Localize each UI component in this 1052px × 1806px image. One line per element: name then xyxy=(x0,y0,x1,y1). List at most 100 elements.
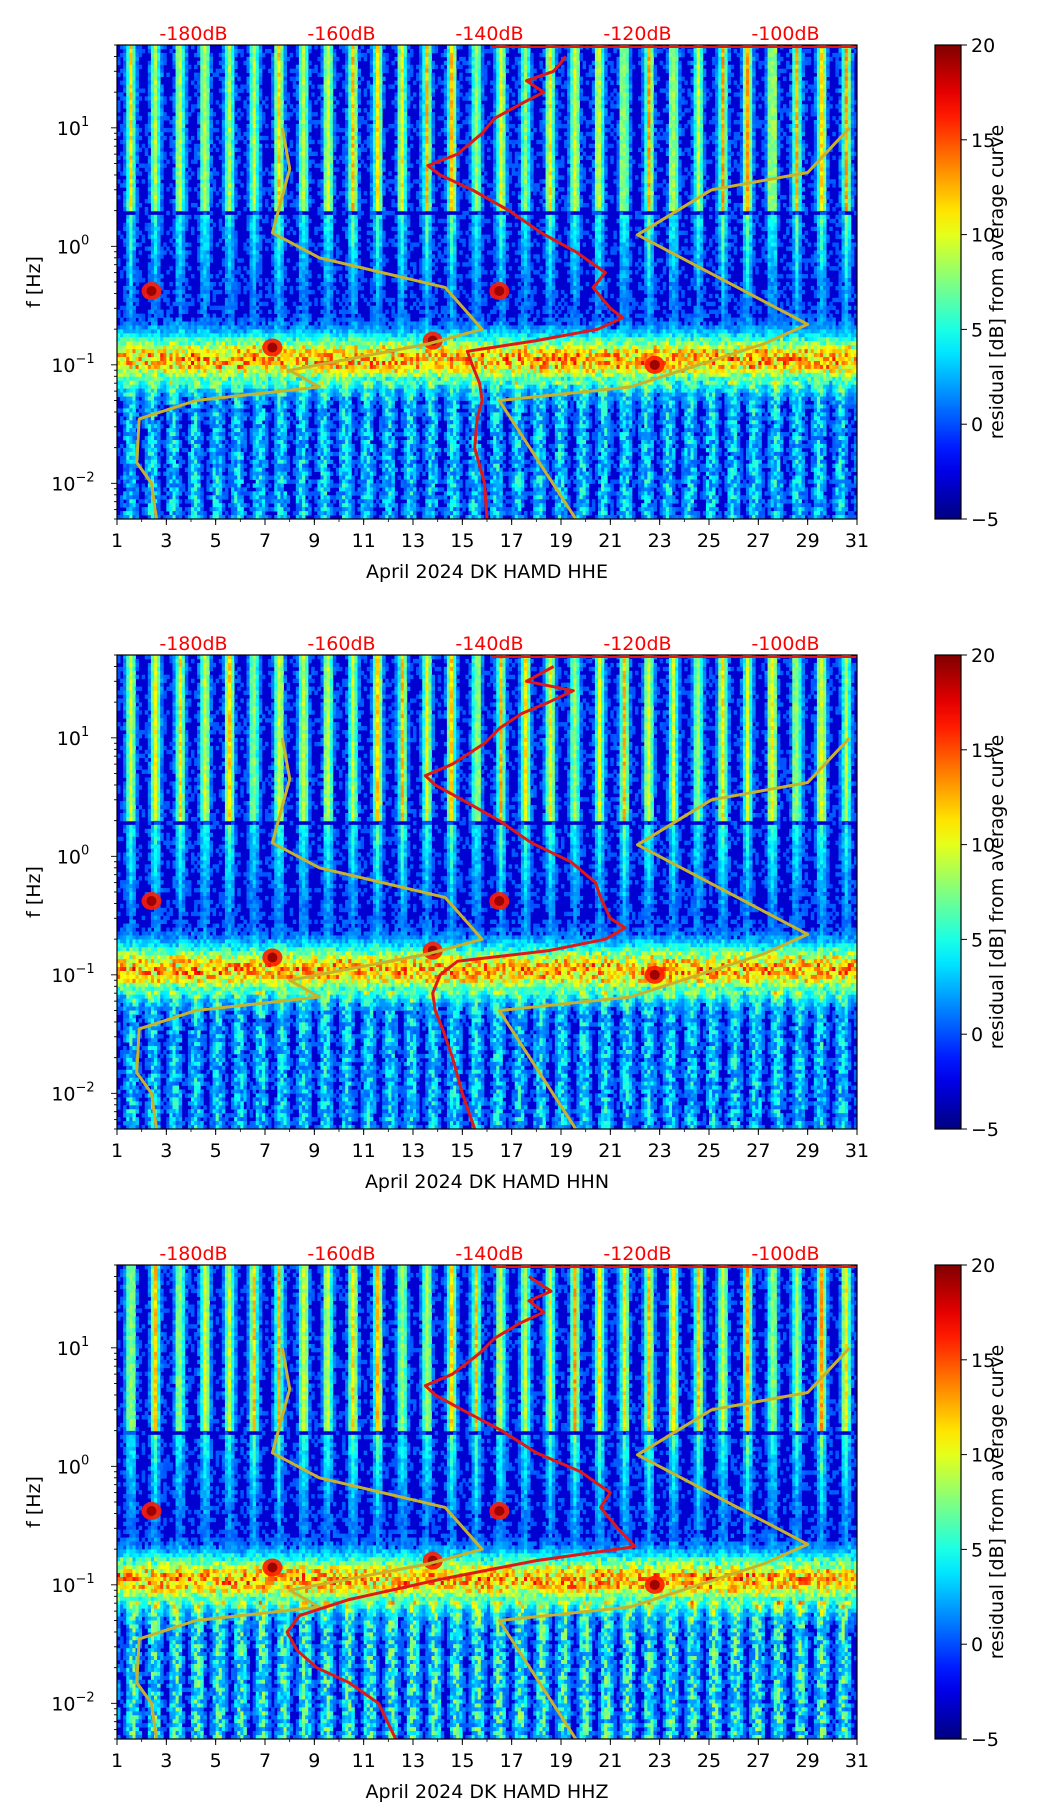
colorbar-gradient xyxy=(935,45,961,519)
colorbar-tick-label: 0 xyxy=(971,1024,983,1046)
x-tick-label: 15 xyxy=(450,530,474,552)
db-scale-label: -160dB xyxy=(307,23,375,45)
x-tick-label: 17 xyxy=(500,1750,524,1772)
x-tick-label: 19 xyxy=(549,530,573,552)
x-tick-label: 5 xyxy=(210,1750,222,1772)
x-tick-label: 15 xyxy=(450,1750,474,1772)
x-tick-label: 9 xyxy=(308,530,320,552)
y-tick-label: 100 xyxy=(57,233,89,258)
colorbar-gradient xyxy=(935,1265,961,1739)
spectrogram-image xyxy=(117,45,857,519)
colorbar-label: residual [dB] from average curve xyxy=(986,125,1008,440)
x-tick-label: 5 xyxy=(210,1140,222,1162)
x-tick-label: 13 xyxy=(401,1750,425,1772)
db-scale-label: -140dB xyxy=(455,633,523,655)
db-scale-label: -120dB xyxy=(603,1243,671,1265)
x-tick-label: 7 xyxy=(259,1750,271,1772)
x-tick-label: 9 xyxy=(308,1140,320,1162)
y-tick-label: 101 xyxy=(57,1335,89,1360)
x-tick-label: 21 xyxy=(598,1140,622,1162)
x-tick-label: 11 xyxy=(352,1750,376,1772)
db-scale-label: -100dB xyxy=(751,1243,819,1265)
colorbar-tick-label: 20 xyxy=(971,35,995,57)
x-tick-label: 29 xyxy=(796,530,820,552)
x-axis-label: April 2024 DK HAMD HHZ xyxy=(366,1781,609,1803)
x-tick-label: 3 xyxy=(160,530,172,552)
colorbar-tick-label: 0 xyxy=(971,1634,983,1656)
db-scale-label: -140dB xyxy=(455,1243,523,1265)
x-tick-label: 1 xyxy=(111,1750,123,1772)
x-axis-label: April 2024 DK HAMD HHN xyxy=(365,1171,609,1193)
y-axis-label: f [Hz] xyxy=(23,1476,45,1528)
x-tick-label: 21 xyxy=(598,530,622,552)
x-tick-label: 11 xyxy=(352,530,376,552)
y-tick-label: 10−1 xyxy=(51,1572,94,1597)
db-scale-label: -160dB xyxy=(307,633,375,655)
x-tick-label: 23 xyxy=(648,1140,672,1162)
colorbar-tick-label: −5 xyxy=(971,1729,999,1751)
x-tick-label: 7 xyxy=(259,1140,271,1162)
x-tick-label: 31 xyxy=(845,1750,869,1772)
x-tick-label: 11 xyxy=(352,1140,376,1162)
x-tick-label: 23 xyxy=(648,1750,672,1772)
x-tick-label: 13 xyxy=(401,530,425,552)
x-tick-label: 27 xyxy=(746,1140,770,1162)
colorbar-tick-label: −5 xyxy=(971,509,999,531)
db-scale-label: -120dB xyxy=(603,633,671,655)
x-tick-label: 21 xyxy=(598,1750,622,1772)
x-tick-label: 1 xyxy=(111,1140,123,1162)
x-tick-label: 31 xyxy=(845,1140,869,1162)
y-tick-label: 101 xyxy=(57,115,89,140)
colorbar-label: residual [dB] from average curve xyxy=(986,1345,1008,1660)
y-tick-label: 10−1 xyxy=(51,962,94,987)
spectrogram-panel-2: 1 3 5 7 9 11 13 15 17 19 21 23 25 27 29 3110110010−110−… xyxy=(23,633,1008,1193)
x-tick-label: 13 xyxy=(401,1140,425,1162)
x-tick-label: 27 xyxy=(746,530,770,552)
x-tick-label: 29 xyxy=(796,1750,820,1772)
x-tick-label: 5 xyxy=(210,530,222,552)
y-tick-label: 10−1 xyxy=(51,352,94,377)
x-tick-label: 17 xyxy=(500,530,524,552)
y-tick-label: 10−2 xyxy=(51,470,94,495)
x-tick-label: 3 xyxy=(160,1140,172,1162)
db-scale-label: -180dB xyxy=(159,1243,227,1265)
y-tick-label: 10−2 xyxy=(51,1690,94,1715)
spectrogram-image xyxy=(117,1265,857,1739)
db-scale-label: -160dB xyxy=(307,1243,375,1265)
x-tick-label: 29 xyxy=(796,1140,820,1162)
db-scale-label: -180dB xyxy=(159,633,227,655)
x-tick-label: 25 xyxy=(697,530,721,552)
colorbar-tick-label: 20 xyxy=(971,1255,995,1277)
colorbar-tick-label: 5 xyxy=(971,319,983,341)
x-tick-label: 1 xyxy=(111,530,123,552)
y-tick-label: 100 xyxy=(57,1453,89,1478)
x-tick-label: 17 xyxy=(500,1140,524,1162)
db-scale-label: -180dB xyxy=(159,23,227,45)
x-axis-label: April 2024 DK HAMD HHE xyxy=(366,561,608,583)
x-tick-label: 23 xyxy=(648,530,672,552)
y-tick-label: 101 xyxy=(57,725,89,750)
spectrogram-panel-1: 1 3 5 7 9 11 13 15 17 19 21 23 25 27 29 3110110010−110−… xyxy=(23,23,1008,583)
x-tick-label: 31 xyxy=(845,530,869,552)
colorbar-tick-label: −5 xyxy=(971,1119,999,1141)
spectrogram-image xyxy=(117,655,857,1129)
x-tick-label: 9 xyxy=(308,1750,320,1772)
x-tick-label: 7 xyxy=(259,530,271,552)
colorbar-tick-label: 5 xyxy=(971,929,983,951)
colorbar-gradient xyxy=(935,655,961,1129)
y-tick-label: 10−2 xyxy=(51,1080,94,1105)
x-tick-label: 25 xyxy=(697,1750,721,1772)
y-axis-label: f [Hz] xyxy=(23,256,45,308)
x-tick-label: 3 xyxy=(160,1750,172,1772)
colorbar-tick-label: 20 xyxy=(971,645,995,667)
colorbar-label: residual [dB] from average curve xyxy=(986,735,1008,1050)
db-scale-label: -100dB xyxy=(751,633,819,655)
x-tick-label: 27 xyxy=(746,1750,770,1772)
db-scale-label: -120dB xyxy=(603,23,671,45)
spectrogram-panel-3: 1 3 5 7 9 11 13 15 17 19 21 23 25 27 29 3110110010−110−… xyxy=(23,1243,1008,1803)
x-tick-label: 19 xyxy=(549,1750,573,1772)
